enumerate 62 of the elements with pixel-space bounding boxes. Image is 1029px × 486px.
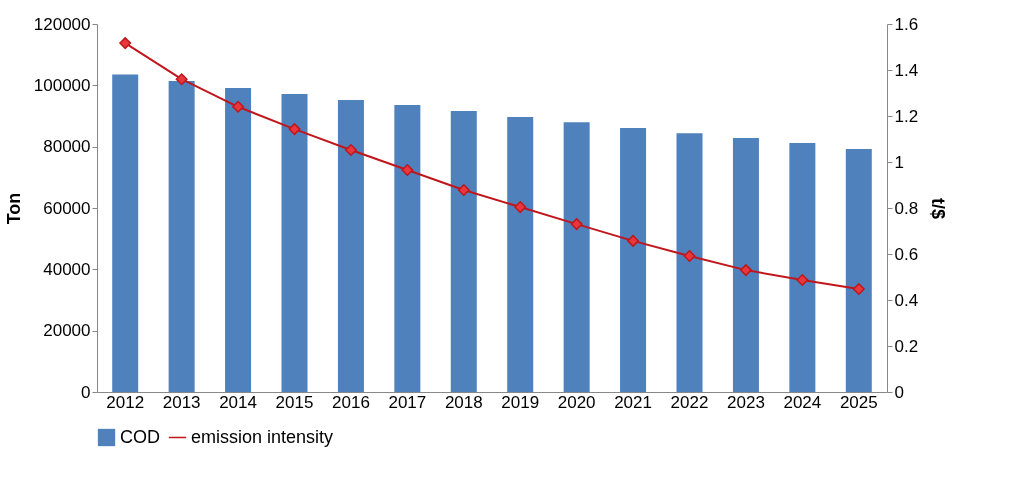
y2-tick-label: 0 (894, 382, 904, 402)
y2-tick-label: 1.6 (894, 14, 919, 34)
y-tick-label: 20000 (43, 321, 91, 341)
point (570, 218, 583, 231)
point (401, 164, 414, 177)
x-tick-label: 2019 (501, 392, 540, 412)
point (683, 250, 696, 263)
point (514, 201, 527, 214)
x-tick-label: 2015 (275, 392, 314, 412)
legend-label: COD (120, 426, 160, 447)
point (175, 73, 188, 86)
x-tick-label: 2017 (388, 392, 427, 412)
point (852, 282, 865, 295)
bar (676, 133, 703, 392)
y-tick-label: 100000 (33, 75, 91, 95)
legend-label: emission intensity (191, 426, 334, 447)
point (457, 184, 470, 197)
x-tick-label: 2025 (839, 392, 878, 412)
y2-tick-label: 1.4 (894, 60, 919, 80)
x-tick-label: 2023 (727, 392, 765, 412)
bar (563, 122, 590, 392)
point (232, 100, 245, 113)
y-tick-label: 120000 (33, 14, 91, 34)
bar (507, 116, 534, 392)
bar (168, 81, 195, 392)
y2-tick-label: 1 (894, 152, 904, 172)
point (119, 37, 132, 50)
y-tick-label: 60000 (43, 198, 91, 218)
bar (450, 111, 477, 392)
x-tick-label: 2013 (162, 392, 201, 412)
bar (281, 93, 308, 392)
x-tick-label: 2024 (783, 392, 822, 412)
y2-axis-title: t/$ (928, 197, 949, 220)
y-tick-label: 80000 (43, 137, 91, 157)
point (739, 264, 752, 277)
point (288, 123, 301, 136)
x-tick-label: 2018 (444, 392, 483, 412)
point (627, 234, 640, 247)
y2-tick-label: 0.2 (894, 336, 919, 356)
y2-tick-label: 0.6 (894, 244, 919, 264)
bar (732, 138, 759, 392)
bar (620, 127, 647, 392)
x-tick-label: 2014 (219, 392, 257, 412)
y-axis-title: Ton (3, 192, 24, 225)
point (796, 274, 809, 286)
y2-tick-label: 1.2 (894, 106, 919, 126)
bar (225, 88, 252, 392)
x-tick-label: 2022 (670, 392, 709, 412)
x-tick-label: 2012 (106, 392, 145, 412)
bar (337, 100, 364, 392)
point (344, 144, 357, 157)
y2-tick-label: 0.8 (894, 198, 919, 218)
y-tick-label: 40000 (43, 259, 91, 279)
bar (112, 74, 139, 392)
x-tick-label: 2016 (332, 392, 370, 412)
bar (394, 104, 421, 392)
x-tick-label: 2021 (614, 392, 652, 412)
y2-tick-label: 0.4 (894, 290, 919, 310)
bar (845, 149, 872, 392)
bar (789, 142, 816, 392)
x-tick-label: 2020 (557, 392, 596, 412)
y-tick-label: 0 (81, 382, 91, 402)
